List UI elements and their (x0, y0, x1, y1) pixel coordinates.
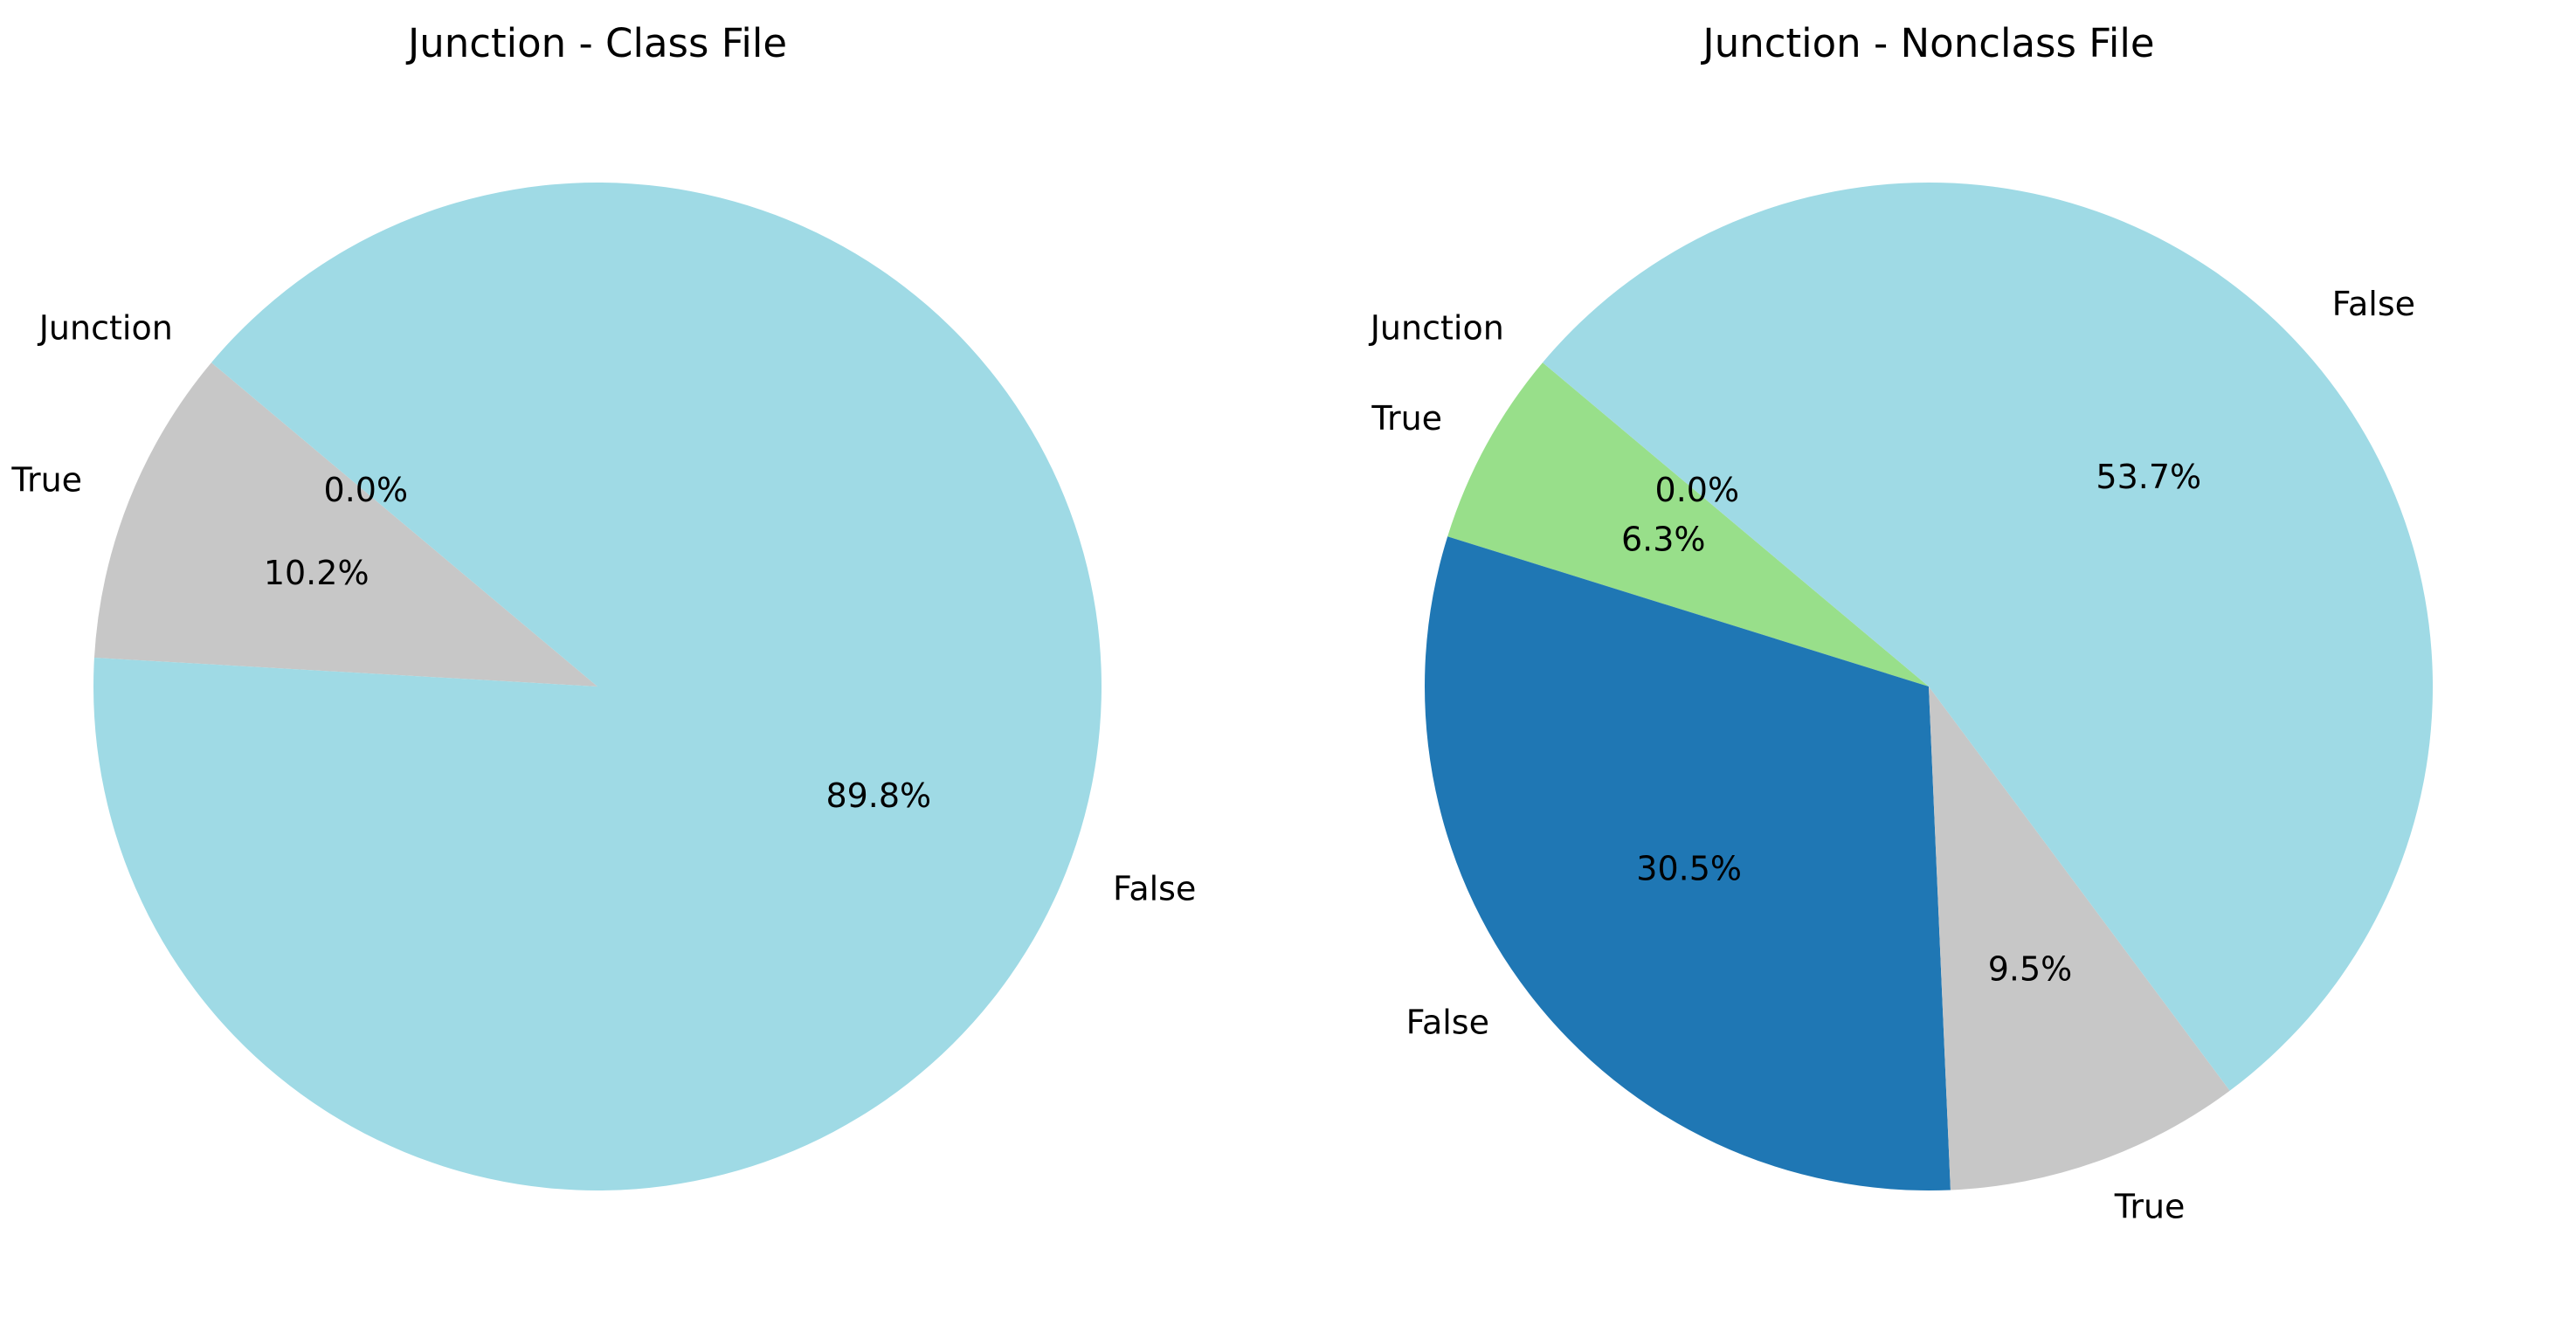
slice-percent-label: 53.7% (2096, 458, 2201, 496)
slice-label: True (1371, 399, 1442, 438)
pie-slice (1424, 536, 1951, 1190)
slice-percent-label: 30.5% (1636, 850, 1742, 888)
pie-slice (1447, 362, 1929, 687)
pie-slice (1542, 183, 2433, 1091)
chart-title: Junction - Nonclass File (1700, 20, 2154, 66)
slice-percent-label: 6.3% (1621, 520, 1706, 558)
chart-title: Junction - Class File (405, 20, 787, 66)
slice-label: Junction (38, 309, 173, 348)
slice-percent-label: 0.0% (1655, 471, 1740, 509)
slice-percent-label: 9.5% (1988, 950, 2073, 989)
slice-label: True (10, 460, 82, 499)
slice-label: True (2114, 1187, 2186, 1225)
pie-slice (93, 182, 1102, 1190)
slice-label: Junction (1369, 309, 1504, 348)
slice-label: False (1113, 870, 1196, 908)
pie-chart-class-file: Junction - Class File Junction 0.0% True 10… (10, 20, 1196, 1190)
pie-slice (1929, 687, 2230, 1190)
slice-percent-label: 10.2% (264, 554, 369, 592)
pie-chart-nonclass-file: Junction - Nonclass File Junction 0.0% Tru… (1369, 20, 2433, 1225)
slice-label: False (1406, 1004, 1489, 1042)
slice-percent-label: 0.0% (324, 471, 409, 509)
slice-percent-label: 89.8% (825, 776, 931, 815)
pie-slice (93, 362, 598, 687)
slice-label: False (2332, 285, 2415, 323)
